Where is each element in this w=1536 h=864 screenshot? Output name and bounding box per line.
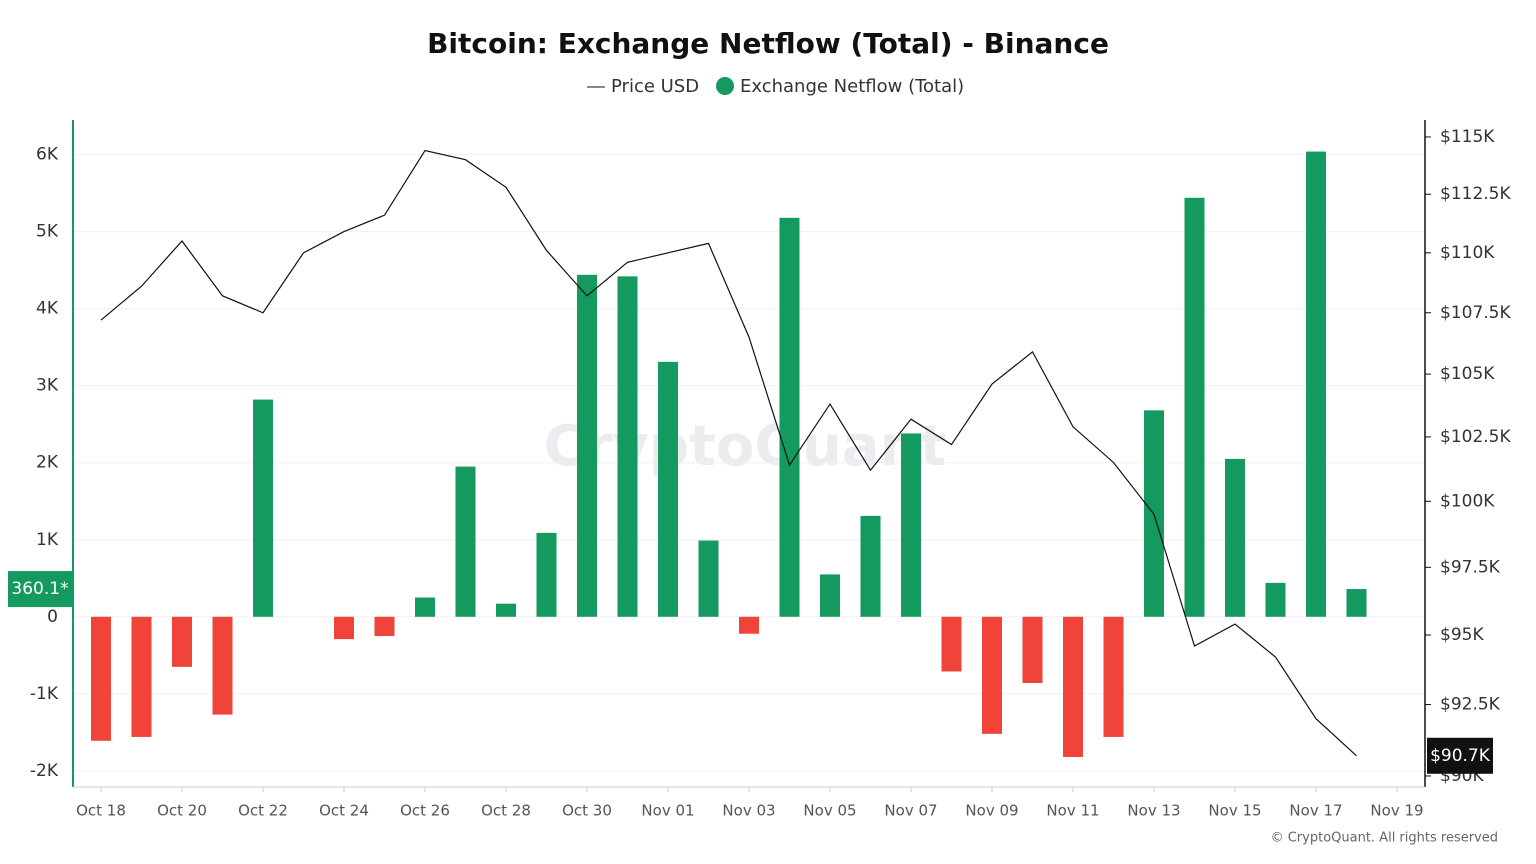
x-tick-label: Nov 13 (1127, 802, 1180, 820)
y2-tick-label: $102.5K (1440, 427, 1511, 447)
y-tick-label: 4K (36, 299, 59, 319)
bar (455, 466, 476, 617)
bar (334, 616, 354, 640)
y2-tick-label: $105K (1440, 364, 1495, 384)
y2-tick-label: $100K (1440, 491, 1495, 511)
bar (1063, 616, 1083, 757)
bar (91, 616, 111, 741)
x-tick-label: Oct 22 (238, 802, 288, 820)
price-line (100, 149, 1357, 757)
x-tick-label: Nov 15 (1208, 802, 1261, 820)
watermark: CryptoQuant (544, 414, 946, 479)
x-tick-label: Oct 18 (76, 802, 126, 820)
x-tick-label: Nov 05 (803, 802, 856, 820)
value-label: $90.7K (1430, 746, 1491, 766)
x-tick-label: Nov 17 (1289, 802, 1342, 820)
y2-tick-label: $107.5K (1440, 303, 1511, 323)
bar (253, 399, 273, 617)
bar (536, 532, 557, 617)
x-tick-label: Oct 26 (400, 802, 450, 820)
bar (131, 616, 152, 737)
y2-tick-label: $115K (1440, 127, 1495, 147)
y-tick-label: 1K (36, 530, 59, 550)
y-tick-label: 5K (36, 222, 59, 242)
chart-title: Bitcoin: Exchange Netflow (Total) - Bina… (427, 27, 1109, 60)
y-tick-label: -2K (30, 761, 59, 781)
bar (860, 515, 881, 617)
y-tick-label: 0 (47, 607, 58, 627)
bar (698, 540, 719, 617)
bar (374, 616, 395, 637)
x-tick-label: Nov 01 (641, 802, 694, 820)
x-tick-label: Oct 24 (319, 802, 369, 820)
legend-label: Exchange Netflow (Total) (740, 76, 964, 97)
x-tick-label: Nov 11 (1046, 802, 1099, 820)
bar (1265, 582, 1286, 617)
bar (1306, 151, 1326, 617)
bar (415, 597, 435, 617)
bar (1184, 197, 1205, 617)
bar (739, 616, 759, 634)
legend-dot (716, 77, 734, 95)
bar (212, 616, 233, 715)
bar (577, 274, 597, 617)
x-tick-label: Oct 20 (157, 802, 207, 820)
y2-tick-label: $95K (1440, 625, 1484, 645)
y-tick-label: 2K (36, 453, 59, 473)
bar (901, 433, 921, 617)
y-tick-label: 6K (36, 145, 59, 165)
bar (658, 361, 678, 617)
legend-label: Price USD (611, 76, 699, 97)
value-label-box (8, 571, 72, 608)
bar (982, 616, 1002, 734)
bar (1346, 589, 1367, 617)
x-tick-label: Nov 19 (1370, 802, 1423, 820)
footer: © CryptoQuant. All rights reserved (1271, 831, 1498, 846)
bar (1022, 616, 1043, 684)
y2-tick-label: $97.5K (1440, 557, 1501, 577)
y2-tick-label: $92.5K (1440, 695, 1501, 715)
x-tick-label: Nov 03 (722, 802, 775, 820)
bar (172, 616, 192, 667)
y-tick-label: -1K (30, 684, 59, 704)
x-tick-label: Nov 09 (965, 802, 1018, 820)
y2-tick-label: $110K (1440, 243, 1495, 263)
value-label: 360.1* (11, 579, 68, 599)
x-tick-label: Nov 07 (884, 802, 937, 820)
bar (1225, 458, 1245, 617)
bar (820, 574, 840, 617)
value-label-box (1427, 737, 1493, 774)
y2-tick-label: $112.5K (1440, 184, 1511, 204)
bar (1103, 616, 1124, 737)
y-tick-label: 3K (36, 376, 59, 396)
bar (779, 217, 800, 617)
bar (496, 603, 516, 617)
bar (617, 276, 638, 617)
x-tick-label: Oct 30 (562, 802, 612, 820)
bar (941, 616, 962, 672)
x-tick-label: Oct 28 (481, 802, 531, 820)
